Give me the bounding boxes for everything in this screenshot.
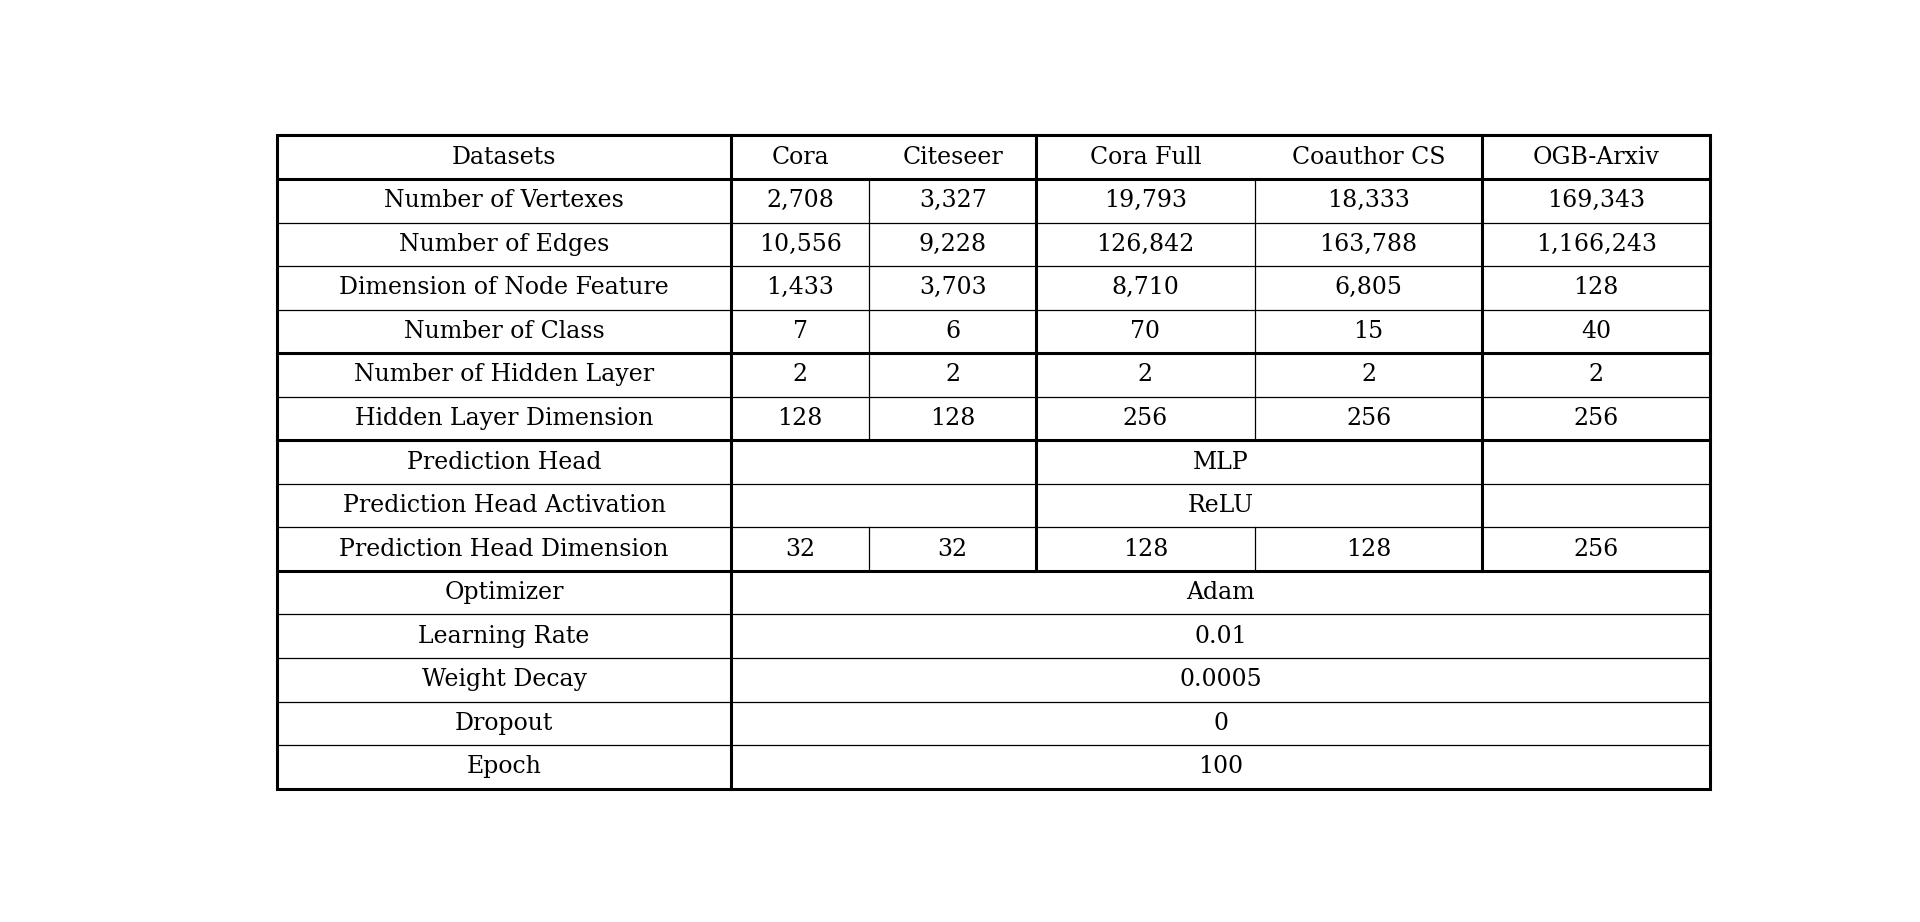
Text: ReLU: ReLU bbox=[1188, 494, 1254, 517]
Text: Learning Rate: Learning Rate bbox=[419, 625, 589, 648]
Text: Number of Edges: Number of Edges bbox=[399, 233, 609, 255]
Text: 256: 256 bbox=[1346, 407, 1392, 430]
Text: 8,710: 8,710 bbox=[1112, 277, 1179, 300]
Text: 15: 15 bbox=[1354, 320, 1384, 343]
Text: 128: 128 bbox=[1123, 538, 1167, 561]
Text: 70: 70 bbox=[1131, 320, 1160, 343]
Text: 169,343: 169,343 bbox=[1548, 189, 1645, 212]
Text: Prediction Head Activation: Prediction Head Activation bbox=[342, 494, 666, 517]
Text: MLP: MLP bbox=[1192, 451, 1248, 474]
Text: Cora: Cora bbox=[772, 146, 829, 169]
Text: 10,556: 10,556 bbox=[758, 233, 841, 255]
Text: 9,228: 9,228 bbox=[918, 233, 987, 255]
Text: Dimension of Node Feature: Dimension of Node Feature bbox=[340, 277, 668, 300]
Text: 2,708: 2,708 bbox=[766, 189, 833, 212]
Text: 100: 100 bbox=[1198, 755, 1242, 778]
Text: 32: 32 bbox=[937, 538, 968, 561]
Text: 19,793: 19,793 bbox=[1104, 189, 1187, 212]
Text: 0.0005: 0.0005 bbox=[1179, 668, 1261, 692]
Text: 32: 32 bbox=[785, 538, 816, 561]
Text: 1,433: 1,433 bbox=[766, 277, 833, 300]
Text: Cora Full: Cora Full bbox=[1091, 146, 1202, 169]
Text: 3,703: 3,703 bbox=[920, 277, 987, 300]
Text: OGB-Arxiv: OGB-Arxiv bbox=[1532, 146, 1659, 169]
Text: Weight Decay: Weight Decay bbox=[422, 668, 588, 692]
Text: 2: 2 bbox=[1588, 363, 1603, 386]
Text: 7: 7 bbox=[793, 320, 808, 343]
Text: 128: 128 bbox=[778, 407, 824, 430]
Text: Adam: Adam bbox=[1187, 581, 1256, 604]
Text: 126,842: 126,842 bbox=[1096, 233, 1194, 255]
Text: 2: 2 bbox=[945, 363, 960, 386]
Text: 128: 128 bbox=[1574, 277, 1619, 300]
Text: Epoch: Epoch bbox=[467, 755, 541, 778]
Text: 2: 2 bbox=[1361, 363, 1377, 386]
Text: Optimizer: Optimizer bbox=[444, 581, 564, 604]
Text: 2: 2 bbox=[793, 363, 808, 386]
Text: Number of Vertexes: Number of Vertexes bbox=[384, 189, 624, 212]
Text: 1,166,243: 1,166,243 bbox=[1536, 233, 1657, 255]
Text: 40: 40 bbox=[1582, 320, 1611, 343]
Text: 256: 256 bbox=[1123, 407, 1167, 430]
Text: Prediction Head: Prediction Head bbox=[407, 451, 601, 474]
Text: 0: 0 bbox=[1213, 712, 1229, 735]
Text: 6: 6 bbox=[945, 320, 960, 343]
Text: Number of Class: Number of Class bbox=[403, 320, 605, 343]
Text: Datasets: Datasets bbox=[451, 146, 557, 169]
Text: Dropout: Dropout bbox=[455, 712, 553, 735]
Text: 2: 2 bbox=[1139, 363, 1154, 386]
Text: 6,805: 6,805 bbox=[1334, 277, 1404, 300]
Text: 128: 128 bbox=[1346, 538, 1392, 561]
Text: Coauthor CS: Coauthor CS bbox=[1292, 146, 1446, 169]
Text: Prediction Head Dimension: Prediction Head Dimension bbox=[340, 538, 668, 561]
Text: 163,788: 163,788 bbox=[1319, 233, 1417, 255]
Text: Citeseer: Citeseer bbox=[902, 146, 1002, 169]
Text: 256: 256 bbox=[1574, 407, 1619, 430]
Text: Hidden Layer Dimension: Hidden Layer Dimension bbox=[355, 407, 653, 430]
Text: 0.01: 0.01 bbox=[1194, 625, 1246, 648]
Text: 128: 128 bbox=[929, 407, 975, 430]
Text: 18,333: 18,333 bbox=[1327, 189, 1409, 212]
Text: 256: 256 bbox=[1574, 538, 1619, 561]
Text: Number of Hidden Layer: Number of Hidden Layer bbox=[353, 363, 655, 386]
Text: 3,327: 3,327 bbox=[920, 189, 987, 212]
